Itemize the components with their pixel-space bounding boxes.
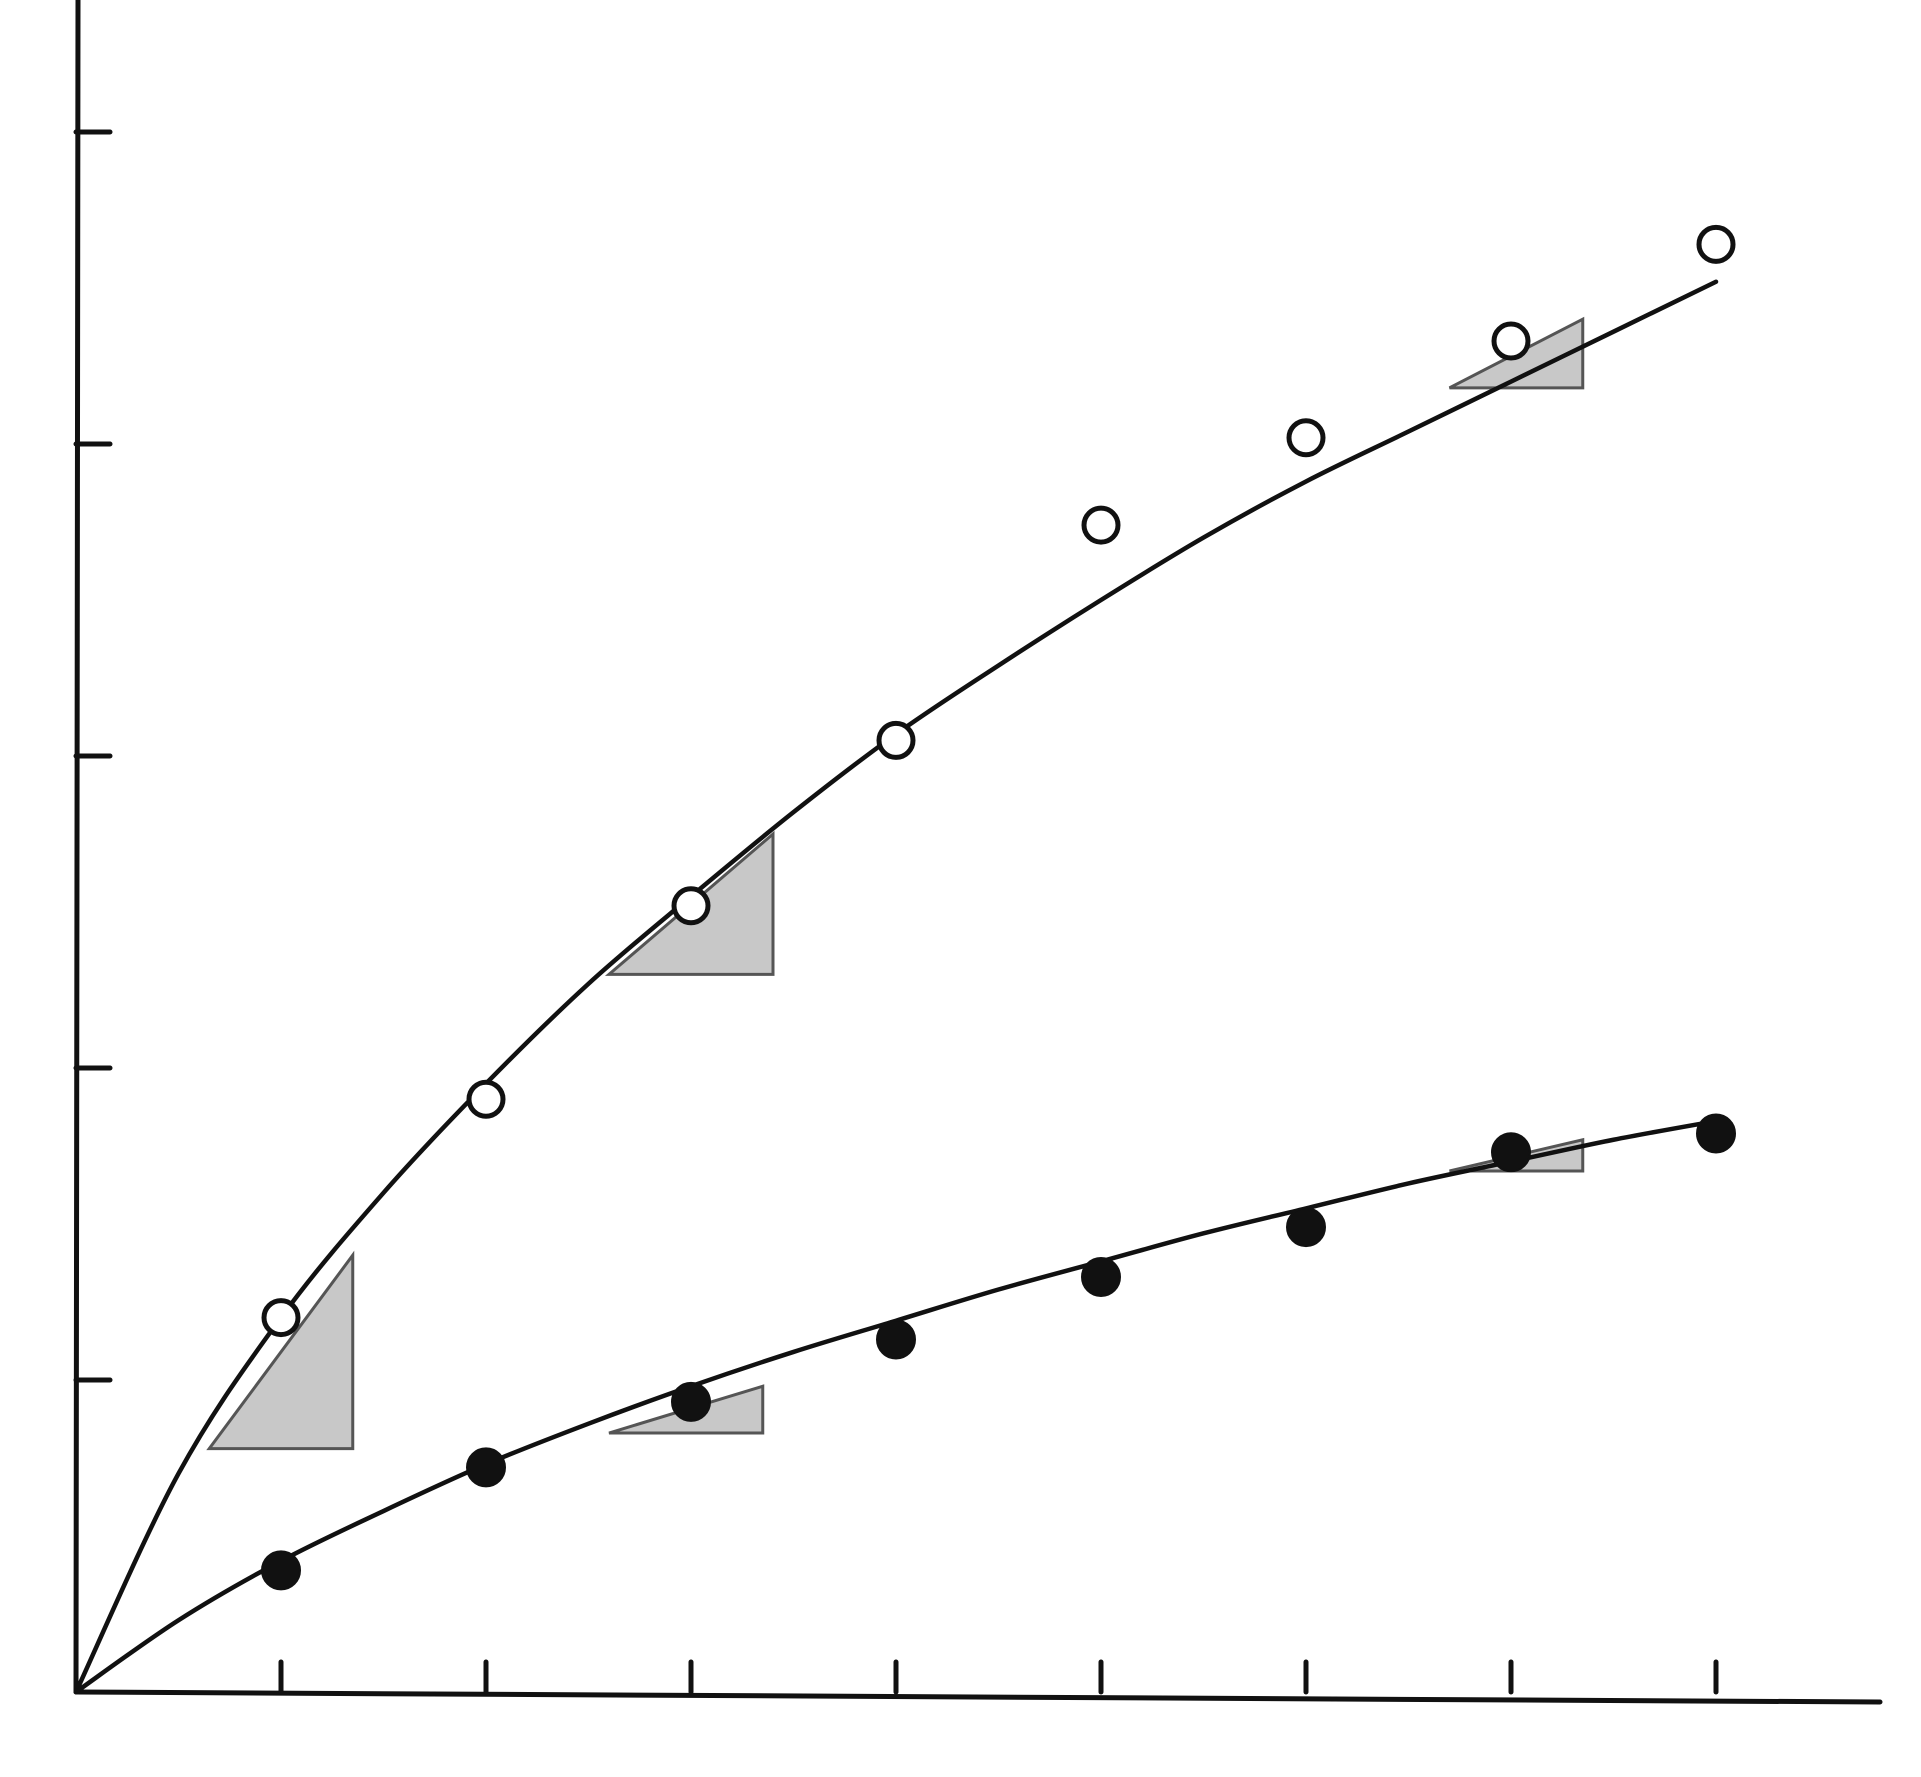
open-data-point (1286, 418, 1326, 458)
open-data-point (466, 1079, 506, 1119)
filled-data-point (466, 1447, 506, 1488)
open-data-point (1491, 321, 1531, 361)
filled-data-point (876, 1319, 916, 1360)
filled-data-point (261, 1550, 301, 1591)
filled-data-point (1696, 1113, 1736, 1154)
open-data-point (1696, 224, 1736, 264)
fit-curve (73, 279, 1719, 1695)
filled-data-point (1286, 1207, 1326, 1248)
open-data-point (876, 720, 916, 760)
open-data-point (1081, 505, 1121, 545)
filled-data-point (1491, 1132, 1531, 1173)
open-data-point (261, 1298, 301, 1338)
x-axis (73, 1689, 1883, 1705)
y-axis (73, 0, 81, 1695)
filled-data-point (1081, 1257, 1121, 1298)
open-data-point (671, 886, 711, 926)
slope-triangle (206, 1250, 355, 1451)
filled-data-point (671, 1381, 711, 1422)
